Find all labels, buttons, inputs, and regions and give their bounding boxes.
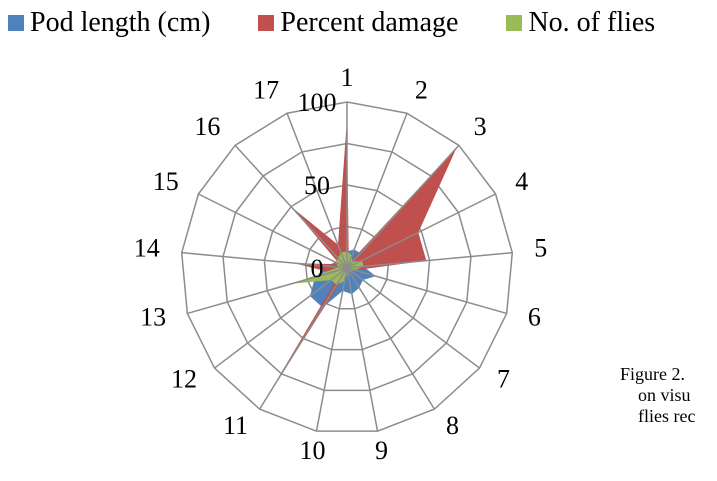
legend-swatch-percent-damage [258,15,275,31]
category-label-9: 9 [375,436,388,465]
figure-caption: Figure 2. on visu flies rec [620,364,695,427]
spoke-2 [346,112,408,269]
caption-line-3: flies rec [638,406,696,426]
spoke-5 [346,251,513,269]
spoke-6 [346,267,507,315]
radar-series [259,118,457,410]
spoke-16 [234,144,348,269]
legend-swatch-no-of-flies [506,15,523,31]
spoke-14 [181,251,348,269]
legend-label-pod-length: Pod length (cm) [30,7,211,38]
spoke-15 [198,193,348,269]
category-label-10: 10 [299,436,325,465]
category-label-1: 1 [341,63,354,92]
grid-ring-75 [222,142,472,392]
legend-item-pod-length: Pod length (cm) [8,7,210,39]
radar-axes [181,102,513,432]
category-label-11: 11 [223,411,248,440]
spoke-13 [187,267,348,315]
radial-tick-labels: 0 50 100 [298,88,337,283]
category-label-4: 4 [515,167,528,196]
spoke-17 [286,112,348,269]
spoke-4 [346,193,496,269]
caption-line-2: on visu [638,385,691,405]
chart-legend: Pod length (cm) Percent damage No. of fl… [8,6,703,40]
legend-label-percent-damage: Percent damage [280,7,459,38]
category-label-13: 13 [140,302,166,331]
spoke-8 [346,267,436,410]
grid-ring-100 [180,101,514,432]
legend-item-no-of-flies: No. of flies [506,7,655,39]
legend-swatch-pod-length [8,15,24,31]
category-label-8: 8 [446,411,459,440]
spoke-10 [315,267,348,432]
spoke-11 [258,267,348,410]
category-label-15: 15 [153,167,179,196]
category-label-12: 12 [171,364,197,393]
radial-tick-50: 50 [304,171,330,200]
category-label-2: 2 [415,76,428,105]
category-label-6: 6 [528,302,541,331]
category-label-17: 17 [253,76,279,105]
radial-tick-0: 0 [311,254,324,283]
category-label-5: 5 [534,234,547,263]
spoke-9 [346,267,379,432]
caption-line-1: Figure 2. [620,364,685,384]
category-label-3: 3 [474,112,487,141]
category-label-7: 7 [497,364,510,393]
radial-tick-100: 100 [298,88,337,117]
spoke-12 [214,267,348,369]
category-label-16: 16 [194,112,220,141]
spoke-7 [346,267,480,369]
legend-item-percent-damage: Percent damage [258,7,458,39]
spoke-3 [346,144,460,269]
category-label-14: 14 [134,234,160,263]
legend-label-no-of-flies: No. of flies [528,7,656,38]
